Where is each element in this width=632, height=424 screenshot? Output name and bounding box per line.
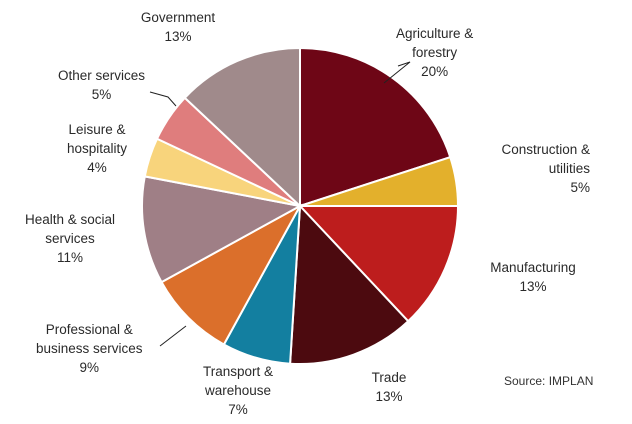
- source-note: Source: IMPLAN: [504, 374, 594, 388]
- slice-label: Other services 5%: [58, 68, 146, 102]
- slice-label: Government 13%: [140, 10, 216, 44]
- leader-line: [383, 61, 411, 84]
- slice-label: Health & social services 11%: [24, 212, 116, 265]
- pie-slice: [297, 205, 460, 323]
- slice-label: Agriculture & forestry 20%: [396, 26, 474, 79]
- slice-label: Professional & business services 9%: [36, 322, 143, 375]
- leader-line: [159, 325, 187, 347]
- pie-slice: [160, 203, 303, 346]
- slice-label: Manufacturing 13%: [490, 260, 576, 294]
- pie-slice: [299, 46, 452, 208]
- slice-label: Leisure & hospitality 4%: [66, 122, 128, 175]
- pie-slice: [141, 175, 303, 284]
- slice-label: Trade 13%: [371, 370, 407, 404]
- slice-label: Construction & utilities 5%: [501, 142, 590, 195]
- leader-line: [149, 91, 177, 107]
- slice-label: Transport & warehouse 7%: [202, 364, 274, 417]
- pie-slice: [183, 46, 301, 209]
- pie-slice: [289, 203, 410, 365]
